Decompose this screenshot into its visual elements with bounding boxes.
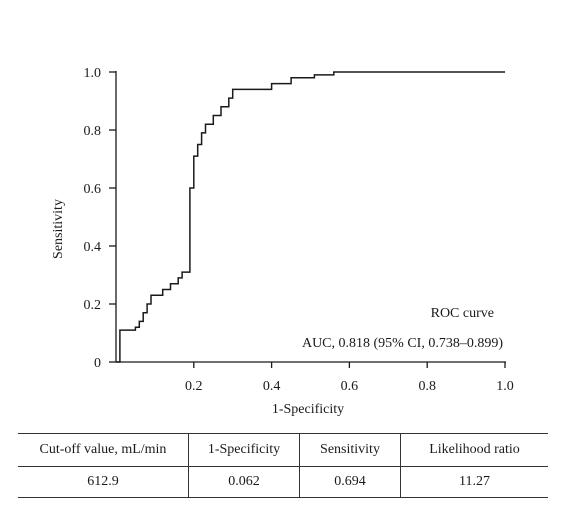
x-tick-label: 0.4 xyxy=(263,379,281,394)
header-cutoff: Cut-off value, mL/min xyxy=(18,433,189,467)
table-row: 612.9 0.062 0.694 11.27 xyxy=(18,466,548,498)
y-tick-label: 0.2 xyxy=(84,298,102,313)
y-tick-label: 1.0 xyxy=(84,66,102,81)
y-axis-title: Sensitivity xyxy=(51,199,66,259)
x-axis-title: 1-Specificity xyxy=(272,402,344,417)
y-tick-label: 0.4 xyxy=(84,240,102,255)
cell-sensitivity: 0.694 xyxy=(299,466,401,498)
y-tick-label: 0.8 xyxy=(84,124,102,139)
header-specificity: 1-Specificity xyxy=(188,433,300,467)
legend-label: ROC curve xyxy=(431,306,494,321)
cutoff-stats-table: Cut-off value, mL/min 1-Specificity Sens… xyxy=(18,433,548,498)
tick-labels: 0 0.2 0.4 0.6 0.8 1.0 0.2 0.4 0.6 0.8 1.0 xyxy=(84,66,514,394)
y-tick-label: 0 xyxy=(94,356,101,371)
y-tick-label: 0.6 xyxy=(84,182,102,197)
roc-curve-line xyxy=(116,71,505,363)
x-tick-label: 1.0 xyxy=(496,379,514,394)
x-tick-label: 0.2 xyxy=(185,379,203,394)
x-tick-label: 0.8 xyxy=(418,379,436,394)
table-header-row: Cut-off value, mL/min 1-Specificity Sens… xyxy=(18,433,548,467)
header-sensitivity: Sensitivity xyxy=(299,433,401,467)
x-tick-label: 0.6 xyxy=(341,379,359,394)
auc-annotation: AUC, 0.818 (95% CI, 0.738–0.899) xyxy=(302,336,503,351)
cell-likelihood-ratio: 11.27 xyxy=(400,466,548,498)
tick-marks xyxy=(109,71,506,368)
cell-cutoff: 612.9 xyxy=(18,466,189,498)
header-likelihood-ratio: Likelihood ratio xyxy=(400,433,548,467)
axes xyxy=(115,71,506,363)
roc-chart: 0 0.2 0.4 0.6 0.8 1.0 0.2 0.4 0.6 0.8 1.0 Sensitiv… xyxy=(51,66,514,417)
cell-specificity: 0.062 xyxy=(188,466,300,498)
